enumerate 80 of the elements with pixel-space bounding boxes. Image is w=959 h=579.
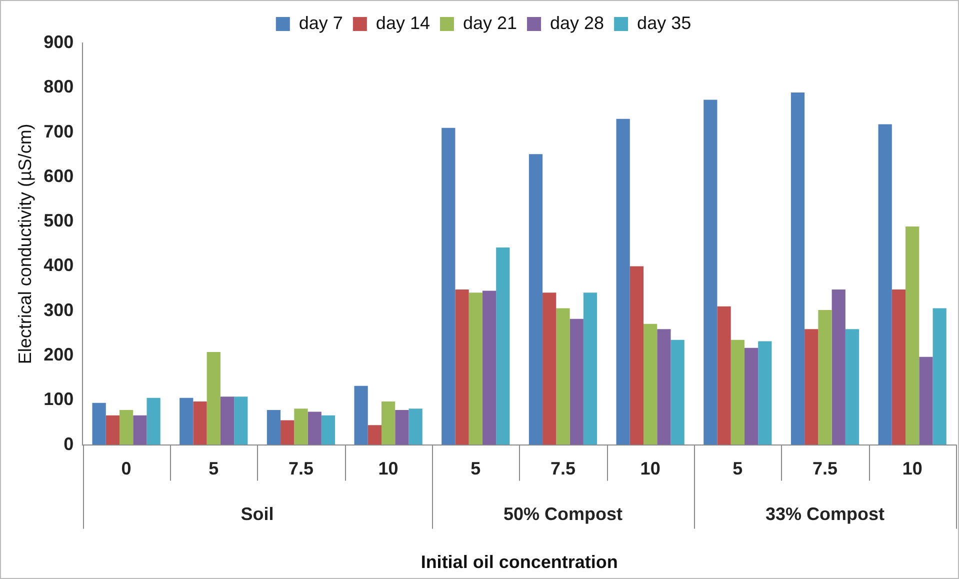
legend-label: day 35	[637, 12, 692, 33]
x-tick-label: 10	[378, 458, 398, 479]
bar	[670, 340, 684, 445]
bar	[106, 415, 120, 445]
y-tick-label: 0	[64, 434, 74, 454]
bar	[180, 398, 194, 445]
bar	[408, 408, 422, 445]
bar	[455, 289, 469, 445]
bar	[818, 310, 832, 445]
bar	[845, 329, 860, 445]
bar	[528, 154, 543, 445]
bar	[657, 329, 671, 445]
x-tick-label: 10	[902, 458, 922, 479]
bar	[206, 352, 220, 445]
x-tick-label: 7.5	[550, 458, 576, 479]
x-tick-label: 5	[732, 458, 743, 479]
bar	[906, 226, 920, 445]
y-tick-label: 300	[44, 300, 74, 320]
x-tick-label: 5	[470, 458, 481, 479]
bar	[542, 292, 556, 445]
bar	[395, 410, 409, 445]
bar	[92, 402, 106, 445]
bar	[468, 292, 482, 445]
legend-label: day 21	[462, 12, 518, 33]
bar	[442, 128, 456, 445]
y-tick-label: 900	[44, 32, 74, 52]
bar	[616, 118, 630, 445]
bar	[496, 247, 510, 445]
y-tick-label: 700	[44, 121, 74, 142]
bar	[919, 356, 933, 445]
bar	[193, 401, 207, 445]
bar	[744, 348, 758, 445]
x-tick-label: 10	[640, 458, 660, 479]
bar	[758, 341, 772, 445]
bar	[704, 100, 718, 445]
bar	[482, 290, 496, 445]
bar	[280, 420, 294, 445]
bar	[119, 410, 134, 445]
y-tick-label: 600	[44, 166, 74, 186]
bar	[234, 396, 248, 445]
bar	[570, 318, 584, 445]
bar	[294, 408, 308, 445]
y-tick-label: 100	[44, 389, 74, 410]
y-tick-label: 800	[44, 76, 74, 97]
bar	[321, 415, 336, 445]
legend-label: day 7	[298, 12, 343, 33]
bar	[146, 398, 160, 445]
bar	[220, 396, 234, 445]
bar	[892, 289, 906, 445]
bar	[583, 292, 598, 445]
x-axis-title: Initial oil concentration	[420, 552, 618, 572]
text: Soil	[240, 504, 274, 524]
text: 33% Compost	[765, 504, 885, 524]
bar	[804, 329, 818, 445]
y-tick-label: 400	[44, 255, 74, 276]
bar	[878, 124, 892, 445]
x-tick-label: 7.5	[812, 458, 838, 479]
bar	[630, 266, 644, 445]
bar	[382, 401, 396, 445]
legend-label: day 28	[550, 12, 604, 33]
bar	[730, 340, 744, 445]
y-tick-label: 500	[44, 210, 74, 231]
text: 50% Compost	[503, 504, 622, 524]
bar	[354, 386, 368, 445]
x-tick-label: 5	[208, 458, 219, 479]
x-tick-label: 7.5	[288, 458, 314, 479]
bar	[932, 308, 946, 445]
bar	[368, 425, 382, 445]
y-axis-title: Electrical conductivity (µS/cm)	[14, 124, 35, 364]
bar	[308, 412, 322, 445]
bar	[266, 410, 281, 445]
y-tick-label: 200	[44, 344, 74, 364]
bar	[832, 289, 846, 445]
bar	[556, 308, 570, 445]
bar	[717, 306, 731, 445]
bar	[790, 92, 805, 445]
legend-label: day 14	[376, 12, 430, 33]
bar	[133, 415, 147, 445]
bar	[644, 324, 658, 445]
x-tick-label: 0	[121, 458, 132, 479]
